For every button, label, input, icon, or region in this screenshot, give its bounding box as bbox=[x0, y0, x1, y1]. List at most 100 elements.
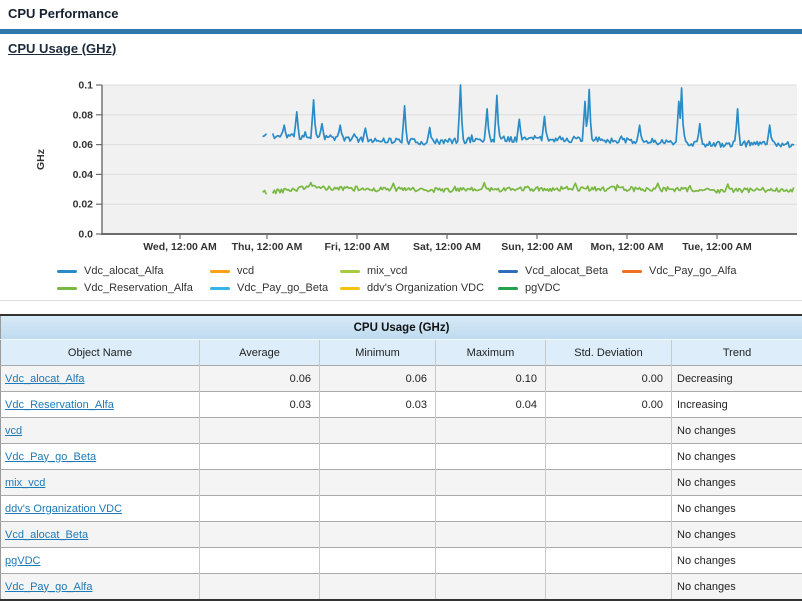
table-title: CPU Usage (GHz) bbox=[1, 315, 802, 340]
section-divider bbox=[0, 300, 802, 301]
legend-label: Vdc_Pay_go_Alfa bbox=[649, 265, 736, 277]
legend-item: Vdc_alocat_Alfa bbox=[57, 264, 210, 278]
x-tick-label: Wed, 12:00 AM bbox=[143, 241, 217, 253]
average-value bbox=[200, 574, 320, 601]
minimum-value bbox=[320, 496, 436, 522]
minimum-value bbox=[320, 418, 436, 444]
average-value: 0.03 bbox=[200, 392, 320, 418]
legend-item: Vdc_Pay_go_Alfa bbox=[622, 264, 802, 278]
column-header-object-name: Object Name bbox=[1, 340, 200, 366]
trend-value: Increasing bbox=[672, 392, 802, 418]
object-link[interactable]: vcd bbox=[5, 425, 22, 437]
average-value bbox=[200, 418, 320, 444]
object-link[interactable]: Vcd_alocat_Beta bbox=[5, 529, 88, 541]
object-link[interactable]: Vdc_Pay_go_Alfa bbox=[5, 581, 92, 593]
column-header-std-deviation: Std. Deviation bbox=[546, 340, 672, 366]
trend-value: Decreasing bbox=[672, 366, 802, 392]
average-value bbox=[200, 522, 320, 548]
column-header-average: Average bbox=[200, 340, 320, 366]
maximum-value bbox=[436, 418, 546, 444]
object-link[interactable]: ddv's Organization VDC bbox=[5, 503, 122, 515]
chart-legend: Vdc_alocat_Alfa vcd mix_vcd Vcd_alocat_Beta… bbox=[57, 264, 802, 295]
trend-value: No changes bbox=[672, 470, 802, 496]
legend-swatch bbox=[57, 287, 77, 290]
table-row: Vdc_Pay_go_Beta No changes bbox=[1, 444, 802, 470]
object-link[interactable]: Vdc_Reservation_Alfa bbox=[5, 399, 114, 411]
legend-label: ddv's Organization VDC bbox=[367, 282, 484, 294]
average-value bbox=[200, 548, 320, 574]
maximum-value bbox=[436, 548, 546, 574]
minimum-value bbox=[320, 522, 436, 548]
maximum-value bbox=[436, 574, 546, 601]
object-link[interactable]: mix_vcd bbox=[5, 477, 45, 489]
x-tick-label: Mon, 12:00 AM bbox=[590, 241, 663, 253]
std-deviation-value bbox=[546, 522, 672, 548]
maximum-value bbox=[436, 470, 546, 496]
minimum-value: 0.06 bbox=[320, 366, 436, 392]
y-axis-label: GHz bbox=[35, 149, 47, 170]
maximum-value: 0.04 bbox=[436, 392, 546, 418]
column-header-trend: Trend bbox=[672, 340, 802, 366]
minimum-value bbox=[320, 444, 436, 470]
std-deviation-value bbox=[546, 418, 672, 444]
maximum-value bbox=[436, 522, 546, 548]
x-tick-label: Sat, 12:00 AM bbox=[413, 241, 481, 253]
std-deviation-value bbox=[546, 444, 672, 470]
trend-value: No changes bbox=[672, 444, 802, 470]
average-value: 0.06 bbox=[200, 366, 320, 392]
legend-swatch bbox=[498, 270, 518, 273]
object-link[interactable]: pgVDC bbox=[5, 555, 40, 567]
std-deviation-value bbox=[546, 548, 672, 574]
legend-item: vcd bbox=[210, 264, 340, 278]
legend-item: ddv's Organization VDC bbox=[340, 281, 498, 295]
legend-label: Vdc_Reservation_Alfa bbox=[84, 282, 193, 294]
minimum-value bbox=[320, 470, 436, 496]
std-deviation-value bbox=[546, 496, 672, 522]
maximum-value bbox=[436, 444, 546, 470]
minimum-value bbox=[320, 574, 436, 601]
plot-area bbox=[102, 85, 797, 234]
legend-item: pgVDC bbox=[498, 281, 622, 295]
column-header-minimum: Minimum bbox=[320, 340, 436, 366]
legend-label: Vdc_Pay_go_Beta bbox=[237, 282, 328, 294]
legend-item: Vcd_alocat_Beta bbox=[498, 264, 622, 278]
std-deviation-value bbox=[546, 574, 672, 601]
column-header-maximum: Maximum bbox=[436, 340, 546, 366]
table-row: vcd No changes bbox=[1, 418, 802, 444]
table-row: pgVDC No changes bbox=[1, 548, 802, 574]
minimum-value: 0.03 bbox=[320, 392, 436, 418]
legend-swatch bbox=[210, 270, 230, 273]
object-link[interactable]: Vdc_alocat_Alfa bbox=[5, 373, 85, 385]
object-link[interactable]: Vdc_Pay_go_Beta bbox=[5, 451, 96, 463]
legend-label: pgVDC bbox=[525, 282, 560, 294]
y-tick-label: 0.1 bbox=[78, 80, 93, 92]
y-tick-label: 0.08 bbox=[73, 109, 94, 121]
legend-swatch bbox=[498, 287, 518, 290]
minimum-value bbox=[320, 548, 436, 574]
y-tick-label: 0.04 bbox=[73, 169, 94, 181]
maximum-value: 0.10 bbox=[436, 366, 546, 392]
trend-value: No changes bbox=[672, 548, 802, 574]
trend-value: No changes bbox=[672, 418, 802, 444]
x-tick-label: Tue, 12:00 AM bbox=[682, 241, 752, 253]
legend-label: Vcd_alocat_Beta bbox=[525, 265, 608, 277]
legend-label: Vdc_alocat_Alfa bbox=[84, 265, 164, 277]
trend-value: No changes bbox=[672, 574, 802, 601]
std-deviation-value: 0.00 bbox=[546, 366, 672, 392]
average-value bbox=[200, 496, 320, 522]
y-tick-label: 0.02 bbox=[73, 199, 94, 211]
x-tick-label: Sun, 12:00 AM bbox=[501, 241, 573, 253]
legend-item: mix_vcd bbox=[340, 264, 498, 278]
title-divider bbox=[0, 29, 802, 34]
legend-label: mix_vcd bbox=[367, 265, 407, 277]
legend-item: Vdc_Pay_go_Beta bbox=[210, 281, 340, 295]
table-row: mix_vcd No changes bbox=[1, 470, 802, 496]
